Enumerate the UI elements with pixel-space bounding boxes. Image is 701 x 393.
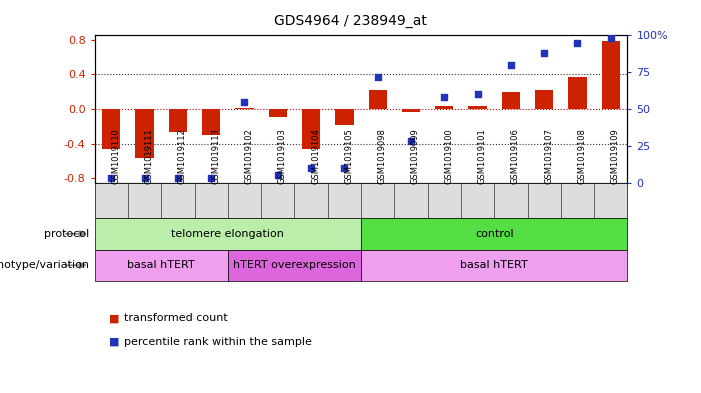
Text: hTERT overexpression: hTERT overexpression xyxy=(233,260,356,270)
Text: GSM1019099: GSM1019099 xyxy=(411,129,420,184)
Text: control: control xyxy=(475,229,514,239)
Text: GDS4964 / 238949_at: GDS4964 / 238949_at xyxy=(274,14,427,28)
Text: basal hTERT: basal hTERT xyxy=(128,260,195,270)
Point xyxy=(272,172,283,178)
Bar xyxy=(302,109,320,149)
Bar xyxy=(268,109,287,117)
Text: GSM1019109: GSM1019109 xyxy=(611,129,620,184)
Bar xyxy=(102,109,121,149)
Text: GSM1019100: GSM1019100 xyxy=(444,129,454,184)
Bar xyxy=(402,109,420,112)
Point xyxy=(139,175,150,182)
Text: GSM1019102: GSM1019102 xyxy=(245,129,254,184)
Point xyxy=(472,91,483,97)
Point xyxy=(339,165,350,171)
Point xyxy=(572,40,583,46)
Text: ■: ■ xyxy=(109,337,119,347)
Text: percentile rank within the sample: percentile rank within the sample xyxy=(124,337,312,347)
Bar xyxy=(468,106,486,109)
Bar xyxy=(169,109,187,132)
Point xyxy=(239,99,250,105)
Text: GSM1019110: GSM1019110 xyxy=(111,129,121,184)
Point xyxy=(439,94,450,100)
Bar xyxy=(569,77,587,109)
Text: GSM1019107: GSM1019107 xyxy=(544,129,553,184)
Text: protocol: protocol xyxy=(43,229,89,239)
Text: ■: ■ xyxy=(109,313,119,323)
Text: GSM1019105: GSM1019105 xyxy=(344,129,353,184)
Bar xyxy=(535,90,553,109)
Point xyxy=(538,50,550,56)
Text: GSM1019103: GSM1019103 xyxy=(278,129,287,184)
Text: genotype/variation: genotype/variation xyxy=(0,260,89,270)
Text: transformed count: transformed count xyxy=(124,313,228,323)
Text: GSM1019111: GSM1019111 xyxy=(144,129,154,184)
Bar xyxy=(502,92,520,109)
Text: GSM1019113: GSM1019113 xyxy=(211,129,220,184)
Bar xyxy=(435,106,454,109)
Text: GSM1019098: GSM1019098 xyxy=(378,129,387,184)
Text: basal hTERT: basal hTERT xyxy=(461,260,528,270)
Point xyxy=(205,175,217,182)
Text: GSM1019106: GSM1019106 xyxy=(511,129,520,184)
Point xyxy=(505,62,517,68)
Point xyxy=(405,138,416,145)
Bar xyxy=(335,109,353,125)
Bar xyxy=(369,90,387,109)
Text: GSM1019101: GSM1019101 xyxy=(477,129,486,184)
Bar xyxy=(236,108,254,109)
Point xyxy=(372,73,383,80)
Text: GSM1019104: GSM1019104 xyxy=(311,129,320,184)
Bar xyxy=(601,41,620,109)
Bar xyxy=(135,109,154,158)
Text: telomere elongation: telomere elongation xyxy=(171,229,285,239)
Point xyxy=(605,35,616,41)
Point xyxy=(306,165,317,171)
Point xyxy=(106,175,117,182)
Bar xyxy=(202,109,220,135)
Text: GSM1019108: GSM1019108 xyxy=(578,129,587,184)
Text: GSM1019112: GSM1019112 xyxy=(178,129,187,184)
Point xyxy=(172,175,184,182)
